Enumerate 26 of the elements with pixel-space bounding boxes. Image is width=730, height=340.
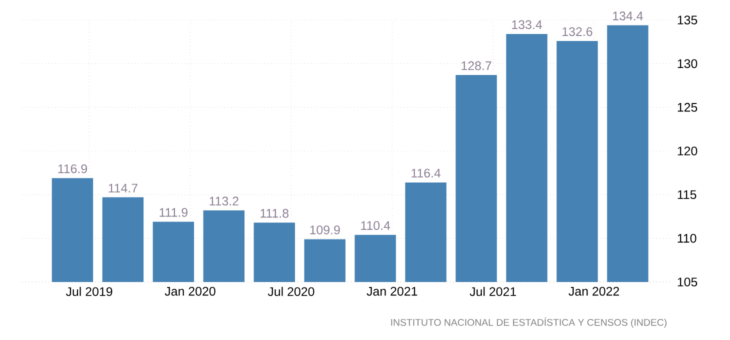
y-tick-label: 115 — [678, 190, 696, 200]
x-tick-label: Jul 2020 — [268, 286, 314, 296]
y-tick-label: 130 — [678, 59, 698, 68]
x-tick-label: Jan 2020 — [164, 286, 216, 296]
data-label: 116.4 — [412, 168, 441, 178]
data-label: 132.6 — [562, 27, 592, 36]
y-tick-label: 135 — [678, 16, 698, 24]
data-label: 134.4 — [613, 12, 643, 20]
data-label: 110.4 — [361, 221, 390, 230]
data-label: 114.7 — [108, 184, 138, 192]
x-tick-label: Jul 2019 — [66, 286, 112, 296]
data-label: 133.4 — [512, 20, 542, 30]
data-label: 116.9 — [58, 164, 88, 174]
x-tick-label: Jan 2021 — [366, 286, 418, 296]
data-label: 128.7 — [462, 61, 492, 70]
x-tick-label: Jul 2021 — [470, 286, 516, 296]
y-tick-label: 110 — [678, 234, 696, 243]
x-tick-label: Jan 2022 — [568, 286, 620, 296]
y-tick-label: 120 — [678, 146, 698, 156]
data-label: 113.2 — [210, 196, 238, 206]
y-tick-label: 125 — [678, 102, 698, 112]
data-label: 111.9 — [160, 208, 188, 217]
y-tick-label: 105 — [678, 278, 698, 286]
text: INSTITUTO NACIONAL DE ESTADÍSTICA Y CENSOS (INDEC) — [391, 317, 667, 328]
data-label: 109.9 — [310, 225, 340, 234]
data-label: 111.8 — [260, 208, 288, 218]
